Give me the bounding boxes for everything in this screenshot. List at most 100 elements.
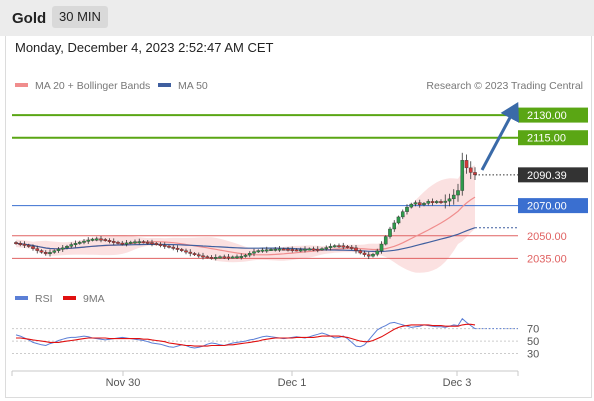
candle-body [277,248,282,251]
candle-body [260,249,265,252]
candle-body [315,248,320,251]
level-label-1: 2115.00 [527,133,566,145]
candle [86,237,91,244]
candle [141,240,146,244]
candle [167,244,171,249]
candle [256,249,261,253]
chart-credit: Research © 2023 Trading Central [426,80,583,92]
candle [192,252,197,257]
candle-body [158,244,163,246]
rsi-tick-30: 30 [527,349,539,361]
candle-body [120,242,125,245]
candle-body [48,252,52,254]
candle-body [269,249,273,251]
candle-body [383,236,388,245]
candle [230,255,235,259]
candle-body [247,253,252,256]
candle [303,246,307,253]
candle [14,241,18,245]
candle-body [426,201,431,204]
candle [388,226,392,239]
candle-body [379,243,384,252]
legend-swatch-9ma [63,296,76,300]
candle [383,235,388,246]
candle [222,254,227,260]
candle-body [167,245,171,248]
candle [235,254,239,260]
current-price-label: 2090.39 [527,170,567,182]
candle-body [354,247,358,251]
candle-body [226,256,231,259]
candle-body [273,248,278,251]
candle [456,183,460,202]
candle [35,245,40,254]
candle [107,238,112,244]
candle-body [90,238,95,241]
legend-label-rsi: RSI [35,293,53,305]
candle-body [145,241,150,244]
candle-body [460,160,465,191]
candle-body [26,244,31,247]
candle [209,255,214,260]
candle [145,240,150,245]
candle-body [18,243,23,245]
ma50-line [15,227,476,253]
candle [362,250,367,257]
candle [371,252,375,258]
candle-body [103,239,108,242]
candle-body [235,256,239,259]
candle-body [124,242,129,245]
candle-body [324,247,329,250]
candle [307,247,312,251]
candle [103,238,108,242]
candle-body [205,256,210,259]
candle [120,240,125,246]
candle [409,202,414,209]
candle [31,244,35,251]
candle [239,253,244,260]
candle-body [349,246,354,249]
timeframe-button[interactable]: 30 MIN [52,6,108,28]
candle-body [413,202,418,205]
candle [468,161,473,180]
title-bar: Gold 30 MIN [0,0,594,36]
candle [73,240,78,248]
rsi-tick-70: 70 [527,324,539,336]
candle-body [409,203,414,208]
candle [400,209,405,220]
candle [366,251,371,260]
candle [392,220,397,232]
x-tick-label-2: Dec 3 [443,377,472,389]
candle [417,199,422,208]
candle [82,238,86,245]
candle-body [256,250,261,253]
candle [290,246,295,253]
candle [116,240,120,245]
candle [464,154,469,174]
candle-body [290,249,295,251]
candle [90,237,95,242]
candle-body [209,257,214,259]
candle-body [281,248,286,251]
candle-body [31,246,35,249]
candle [247,251,252,258]
candle [99,235,103,243]
candle [269,248,273,252]
candle [39,249,44,254]
candle-body [150,242,154,245]
candle [298,247,303,253]
candle [337,243,341,248]
candle-body [294,249,299,252]
candle [43,250,48,256]
candle-body [188,251,193,254]
candle [205,255,210,259]
candle [320,247,324,251]
candle-body [141,241,146,244]
candle [60,244,65,252]
candle-body [298,249,303,252]
candle-body [358,250,363,254]
candle [196,252,201,258]
candle-body [213,257,218,259]
candle-body [375,250,380,255]
candle-body [60,247,65,250]
